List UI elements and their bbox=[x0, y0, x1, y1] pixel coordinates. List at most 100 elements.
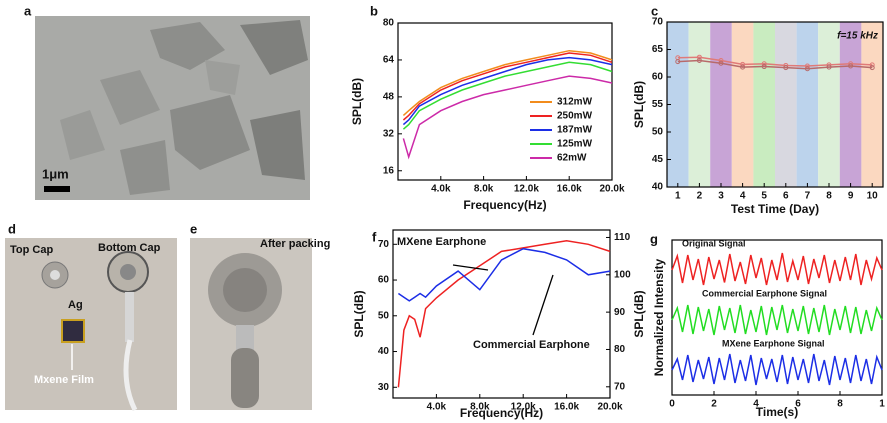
x-axis-label: Time(s) bbox=[756, 405, 798, 419]
day-band bbox=[818, 22, 840, 187]
x-tick-label: 5 bbox=[761, 191, 767, 202]
panel-label: d bbox=[8, 221, 16, 236]
panel-label: g bbox=[650, 231, 658, 246]
x-tick-label: 20.0k bbox=[597, 402, 622, 413]
photo-label: After packing bbox=[260, 238, 330, 250]
series-line bbox=[677, 59, 873, 70]
y-tick-label: 70 bbox=[378, 239, 390, 250]
plot-frame bbox=[671, 239, 883, 396]
x-tick-label: 7 bbox=[805, 191, 811, 202]
y-tick-label: 50 bbox=[652, 127, 664, 138]
y2-tick-label: 80 bbox=[614, 344, 626, 355]
y-tick-label: 48 bbox=[383, 92, 395, 103]
day-band bbox=[753, 22, 775, 187]
y-tick-label: 70 bbox=[652, 17, 664, 28]
series-line bbox=[671, 304, 883, 336]
y-tick-label: 64 bbox=[383, 55, 395, 66]
x-tick-label: 4 bbox=[753, 399, 759, 410]
x-axis-label: Frequency(Hz) bbox=[460, 406, 543, 420]
x-tick-label: 20.0k bbox=[599, 184, 624, 195]
y2-tick-label: 100 bbox=[614, 269, 631, 280]
series-line bbox=[677, 56, 873, 67]
plot-frame bbox=[397, 22, 613, 181]
y-tick-label: 45 bbox=[652, 154, 664, 165]
x-axis-label: Frequency(Hz) bbox=[463, 198, 546, 212]
panel-label: f bbox=[372, 229, 377, 244]
x-tick-label: 4.0k bbox=[427, 402, 447, 413]
y-tick-label: 60 bbox=[652, 72, 664, 83]
x-tick-label: 8.0k bbox=[470, 402, 490, 413]
y-tick-label: 60 bbox=[378, 275, 390, 286]
arrow bbox=[532, 274, 554, 336]
series-line bbox=[402, 56, 613, 126]
series-line bbox=[402, 75, 613, 160]
x-tick-label: 2 bbox=[697, 191, 703, 202]
legend-label: 312mW bbox=[557, 97, 593, 108]
panel-label: c bbox=[651, 3, 658, 18]
x-tick-label: 4 bbox=[740, 191, 746, 202]
panel-label: a bbox=[24, 3, 32, 18]
y-tick-label: 65 bbox=[652, 44, 664, 55]
legend-label: MXene Earphone bbox=[397, 236, 486, 248]
legend-label: MXene Earphone Signal bbox=[722, 338, 825, 348]
photo-d bbox=[5, 238, 177, 412]
x-tick-label: 2 bbox=[711, 399, 717, 410]
y-axis-label: Normalized Intensity bbox=[652, 258, 666, 376]
series-line bbox=[671, 252, 883, 286]
x-tick-label: 6 bbox=[783, 191, 789, 202]
legend-label: 250mW bbox=[557, 111, 593, 122]
series-line bbox=[671, 353, 883, 386]
x-tick-label: 0 bbox=[669, 399, 675, 410]
photo-label: Ag bbox=[68, 299, 83, 311]
series-line bbox=[397, 247, 611, 302]
y-tick-label: 55 bbox=[652, 99, 664, 110]
x-tick-label: 8 bbox=[826, 191, 832, 202]
y-tick-label: 40 bbox=[378, 346, 390, 357]
photo-label: Top Cap bbox=[10, 244, 53, 256]
day-band bbox=[731, 22, 754, 187]
series-line bbox=[397, 239, 611, 388]
x-tick-label: 8 bbox=[837, 399, 843, 410]
y2-tick-label: 110 bbox=[614, 232, 631, 243]
x-tick-label: 8.0k bbox=[474, 184, 494, 195]
y-tick-label: 80 bbox=[383, 18, 395, 29]
day-band bbox=[667, 22, 689, 187]
legend-label: Commercial Earphone Signal bbox=[702, 288, 827, 298]
day-band bbox=[688, 22, 711, 187]
x-tick-label: 3 bbox=[718, 191, 724, 202]
day-band bbox=[796, 22, 819, 187]
y2-axis-label: SPL(dB) bbox=[632, 290, 646, 337]
x-tick-label: 12.0k bbox=[511, 402, 536, 413]
y-tick-label: 40 bbox=[652, 182, 664, 193]
plot-frame bbox=[392, 229, 611, 399]
micrograph bbox=[35, 16, 310, 200]
day-band bbox=[861, 22, 883, 187]
x-tick-label: 16.0k bbox=[554, 402, 579, 413]
y-axis-label: SPL(dB) bbox=[352, 290, 366, 337]
legend-label: 125mW bbox=[557, 139, 593, 150]
x-tick-label: 16.0k bbox=[557, 184, 582, 195]
x-tick-label: 4.0k bbox=[431, 184, 451, 195]
panel-label: b bbox=[370, 3, 378, 18]
y-tick-label: 50 bbox=[378, 310, 390, 321]
day-band bbox=[775, 22, 797, 187]
x-tick-label: 1 bbox=[879, 399, 885, 410]
scale-bar bbox=[44, 186, 70, 192]
x-axis-label: Test Time (Day) bbox=[731, 202, 819, 216]
photo-e bbox=[190, 238, 312, 410]
y-axis-label: SPL(dB) bbox=[350, 78, 364, 125]
x-tick-label: 9 bbox=[848, 191, 854, 202]
series-line bbox=[402, 61, 613, 130]
photo-label: Mxene Film bbox=[34, 374, 94, 386]
legend-label: Original Signal bbox=[682, 238, 746, 248]
x-tick-label: 1 bbox=[675, 191, 681, 202]
legend-label: 187mW bbox=[557, 125, 593, 136]
x-tick-label: 6 bbox=[795, 399, 801, 410]
y-tick-label: 32 bbox=[383, 128, 395, 139]
series-line bbox=[402, 52, 613, 121]
legend-label: 62mW bbox=[557, 153, 587, 164]
y-axis-label: SPL(dB) bbox=[632, 81, 646, 128]
day-band bbox=[710, 22, 732, 187]
series-line bbox=[402, 49, 613, 116]
